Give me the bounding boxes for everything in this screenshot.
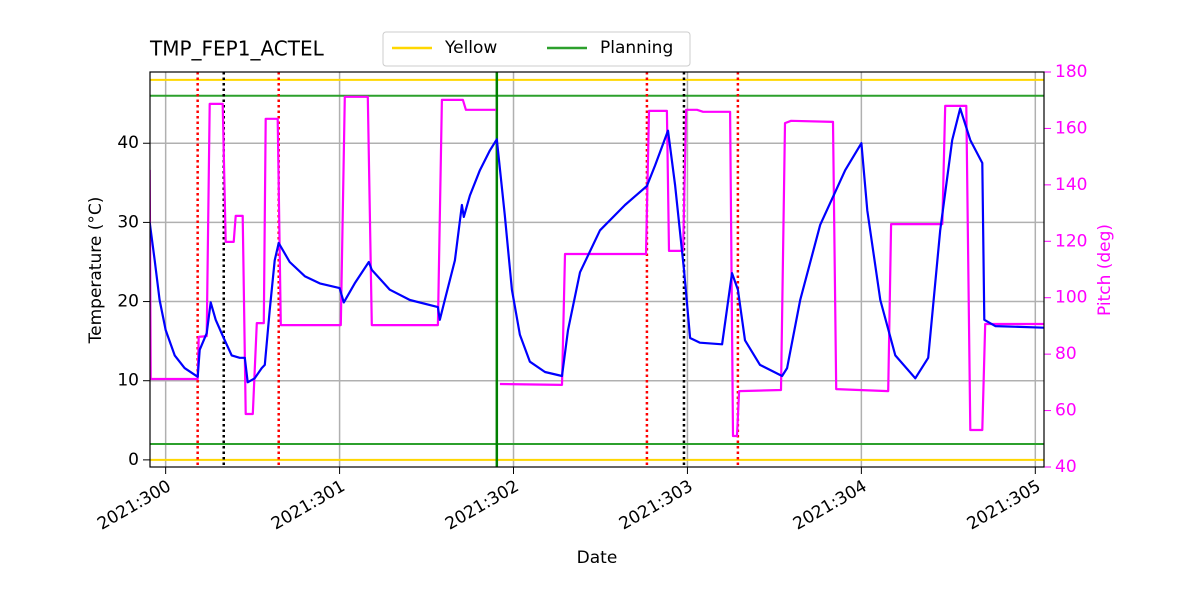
y-tick-label: 40 <box>117 133 139 153</box>
y2-tick-label: 80 <box>1055 344 1077 364</box>
y-axis-label: Temperature (°C) <box>86 197 106 345</box>
x-tick-label: 2021:303 <box>616 476 697 534</box>
series-line <box>150 107 1044 384</box>
legend-label: Planning <box>600 38 673 58</box>
y-tick-label: 0 <box>128 450 139 470</box>
y2-tick-label: 180 <box>1055 62 1087 82</box>
y2-tick-label: 60 <box>1055 401 1077 421</box>
x-tick-label: 2021:304 <box>790 476 871 534</box>
legend <box>382 31 691 67</box>
chart-title: TMP_FEP1_ACTEL <box>149 37 325 61</box>
y-tick-label: 10 <box>117 371 139 391</box>
y2-axis-label: Pitch (deg) <box>1095 224 1115 316</box>
y-tick-label: 20 <box>117 292 139 312</box>
y2-tick-label: 100 <box>1055 288 1087 308</box>
x-tick-label: 2021:302 <box>442 476 523 534</box>
legend-label: Yellow <box>444 38 497 58</box>
x-tick-label: 2021:301 <box>268 476 349 534</box>
x-tick-label: 2021:305 <box>964 476 1045 534</box>
plot-area <box>150 72 1044 467</box>
plot-frame <box>149 71 1045 468</box>
y2-tick-label: 120 <box>1055 231 1087 251</box>
y2-tick-label: 140 <box>1055 175 1087 195</box>
y2-tick-label: 160 <box>1055 118 1087 138</box>
x-axis-label: Date <box>577 548 618 568</box>
x-tick-label: 2021:300 <box>94 476 175 534</box>
y-tick-label: 30 <box>117 212 139 232</box>
y2-tick-label: 40 <box>1055 457 1077 477</box>
series-line <box>150 95 1044 438</box>
